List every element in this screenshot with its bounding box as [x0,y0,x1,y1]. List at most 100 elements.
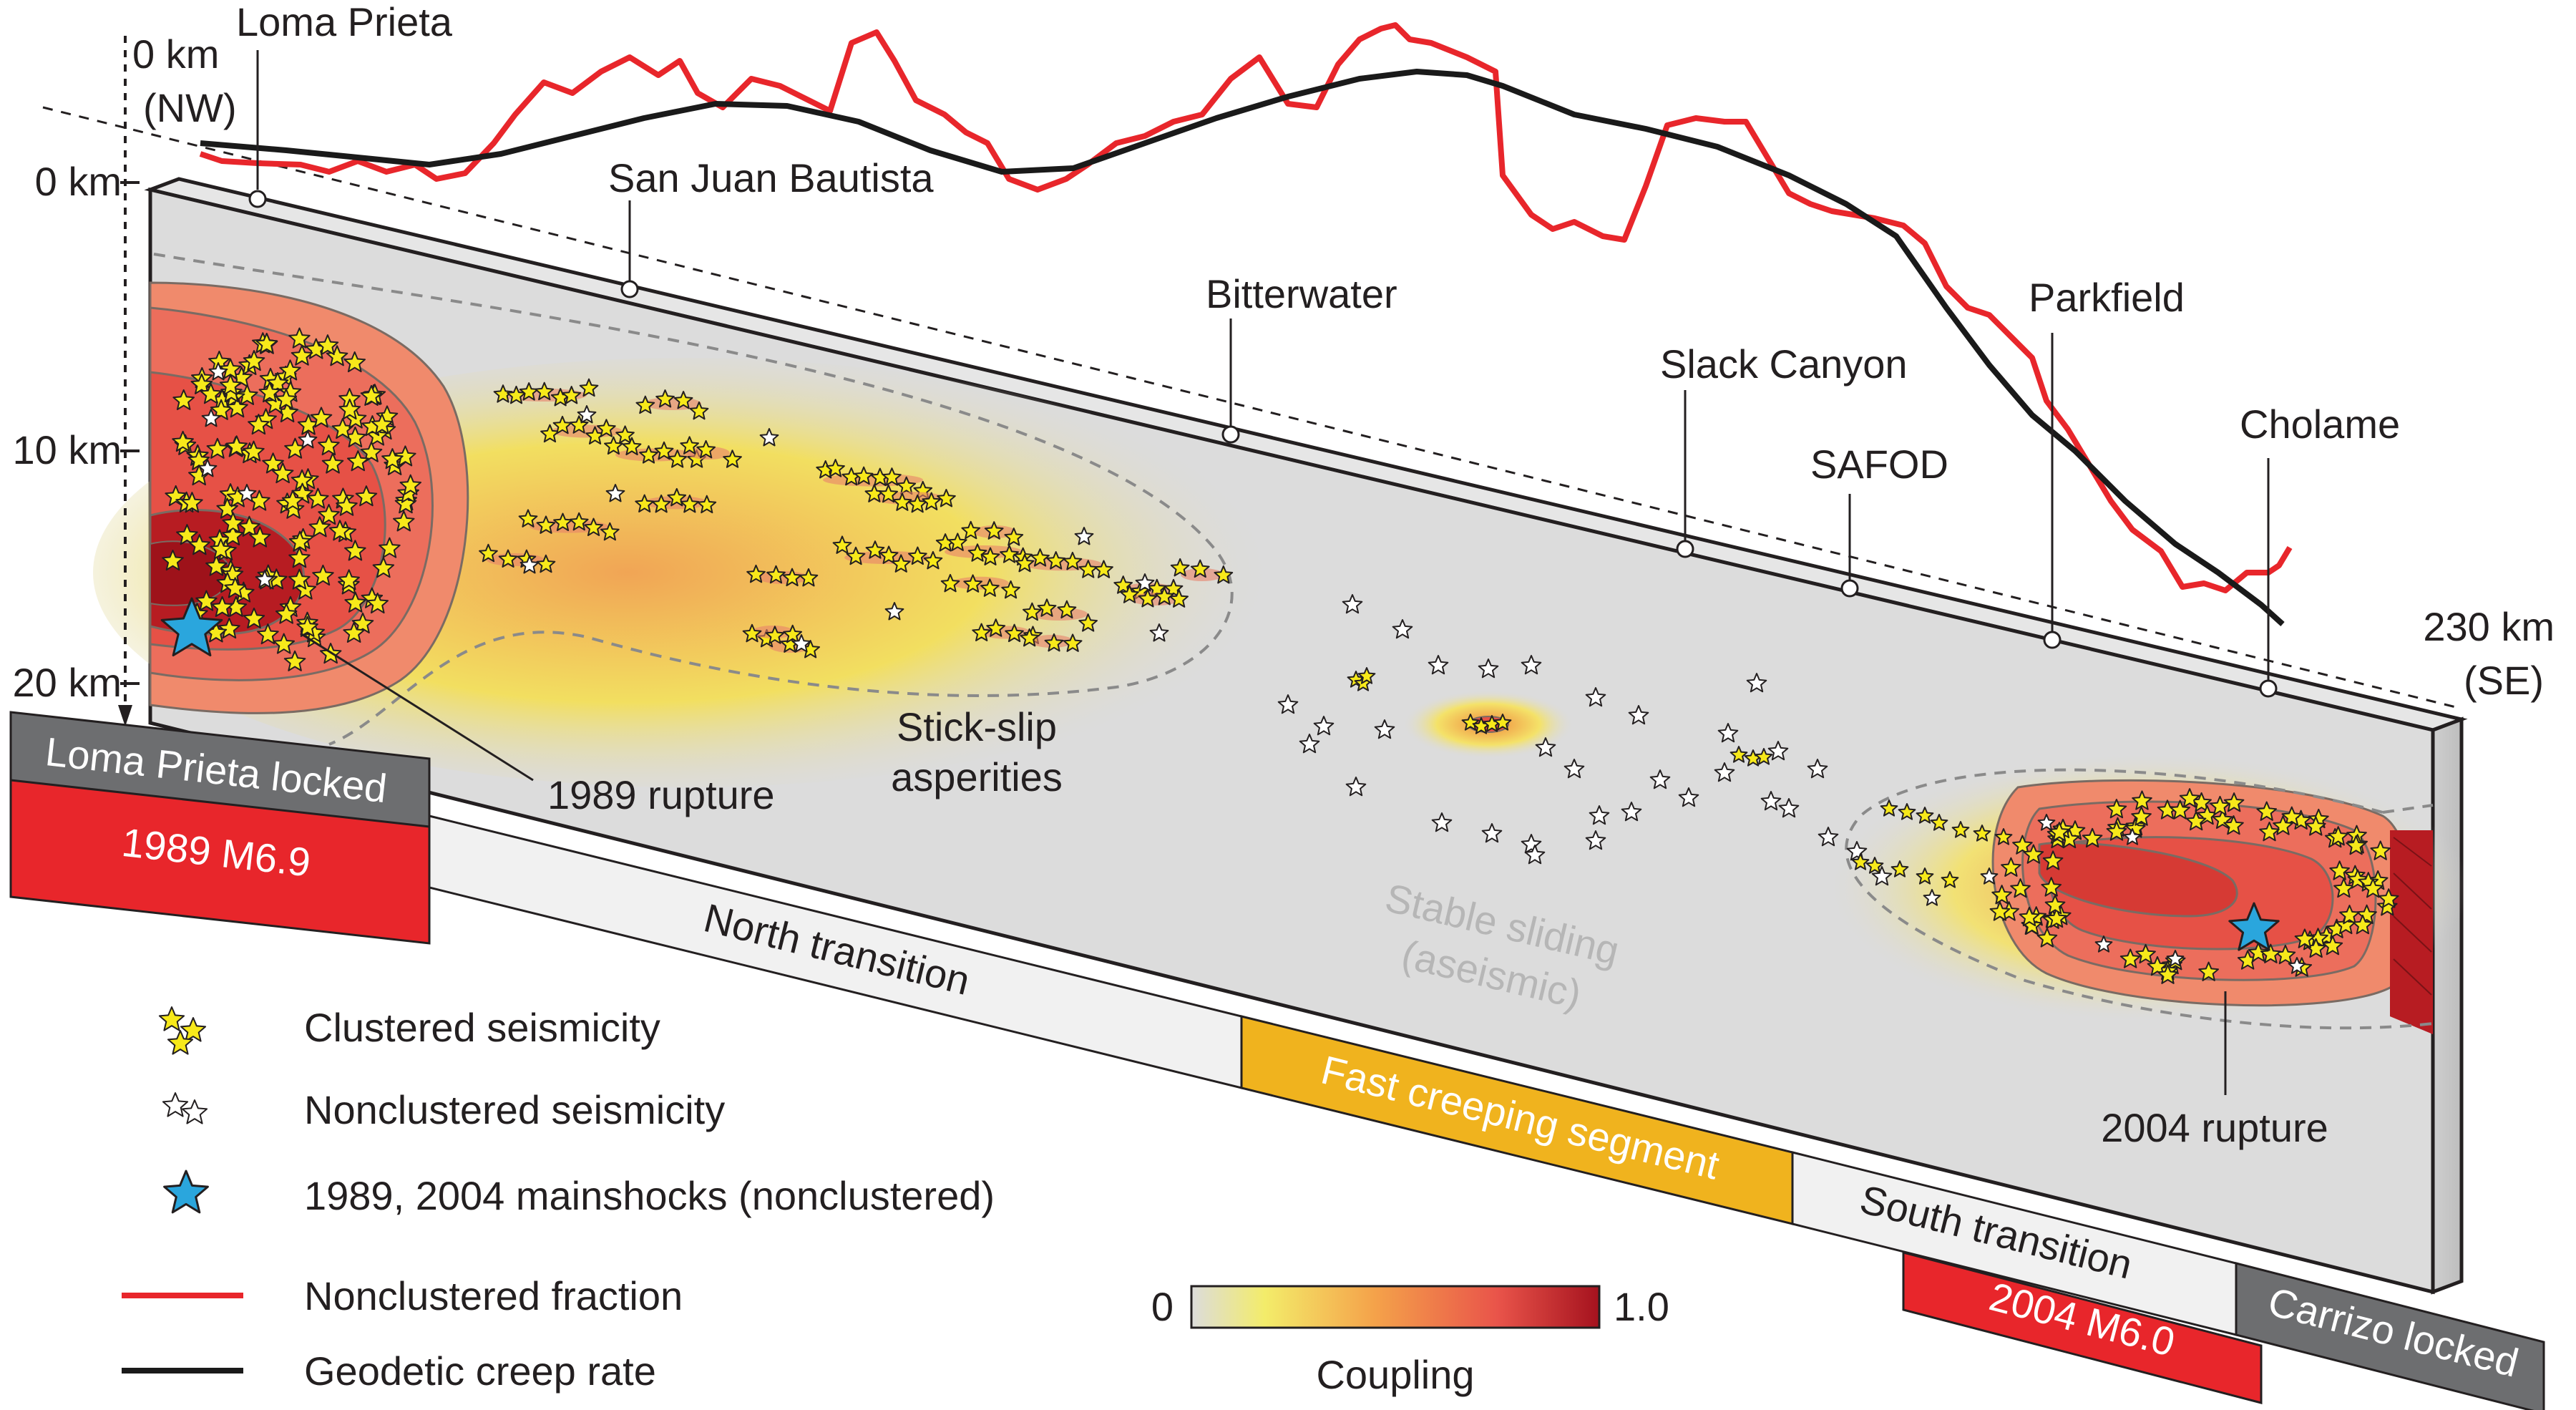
clustered-quake-star-icon [668,449,687,468]
clustered-quake-star-icon [680,436,699,454]
clustered-quake-star-icon [291,344,313,366]
clustered-quake-star-icon [318,504,340,525]
clustered-quake-star-icon [854,466,874,485]
station-san-juan-bautista: San Juan Bautista [608,155,934,298]
clustered-quake-star-icon [1214,565,1234,584]
clustered-quake-star-icon [316,334,339,356]
clustered-quake-star-icon [1493,714,1512,731]
clustered-quake-star-icon [879,545,899,564]
nonclustered-quake-star-icon [577,405,597,424]
clustered-quake-star-icon [2210,795,2230,816]
clustered-quake-star-icon [321,452,344,474]
clustered-quake-star-icon [2322,935,2343,956]
clustered-quake-star-icon [2001,857,2021,877]
colorbar-max-label: 1.0 [1614,1284,1669,1329]
clustered-quake-star-icon [972,623,991,641]
clustered-quake-star-icon [206,437,229,459]
clustered-quake-star-icon [1755,748,1773,765]
clustered-quake-star-icon [1898,803,1916,820]
clustered-quake-star-icon [2223,792,2245,812]
clustered-quake-star-icon [282,497,305,519]
clustered-quake-star-icon [937,489,956,507]
legend-label: Nonclustered fraction [304,1273,683,1318]
nonclustered-quake-star-icon [208,362,228,381]
nonclustered-quake-star-icon [1589,805,1610,825]
mainshock-1989-star-icon [160,597,223,657]
nonclustered-quake-star-icon [791,634,811,653]
clustered-quake-star-icon [622,437,642,456]
profile-start-km: 0 km [132,31,219,77]
clustered-quake-star-icon [2041,877,2062,897]
segment-m1989 [9,779,431,945]
nonclustered-quake-star-icon [1714,762,1735,782]
clustered-quake-star-icon [222,524,244,545]
segment-m2004 [1902,1251,2263,1404]
nonclustered-quake-star-icon [1585,830,1606,850]
clustered-quake-star-icon [225,435,248,457]
nonclustered-quake-star-icon [1135,573,1155,592]
clustered-quake-star-icon [328,520,351,541]
nonclustered-star-icon [162,1092,189,1117]
clustered-quake-star-icon [1880,799,1898,817]
nonclustered-quake-star-icon [1923,889,1941,906]
clustered-quake-star-icon [2198,961,2219,981]
depth-tick-0: 0 km [35,159,122,204]
nonclustered-quake-star-icon [1563,759,1585,779]
clustered-quake-star-icon [2378,888,2399,908]
station-cholame: Cholame [2240,402,2400,698]
nonclustered-quake-star-icon [1277,694,1299,714]
clustered-quake-star-icon [344,591,366,613]
clustered-quake-star-icon [372,557,395,578]
clustered-quake-star-icon [2248,942,2269,962]
rupture-2004-label: 2004 rupture [2101,1105,2328,1150]
mainshock-star-icon [163,1170,209,1214]
clustered-quake-star-icon [2260,943,2281,963]
clustered-quake-star-icon [1023,602,1042,621]
nonclustered-quake-star-icon [1431,812,1453,832]
clustered-quake-star-icon [2132,790,2152,810]
clustered-quake-star-icon [2019,906,2040,927]
clustered-quake-star-icon [181,492,203,513]
clustered-quake-star-icon [394,445,416,467]
mainshock-2004-star-icon [2228,902,2280,951]
clustered-quake-star-icon [172,389,195,410]
clustered-quake-star-icon [553,512,572,531]
nonclustered-quake-star-icon [2094,935,2113,953]
clustered-quake-star-icon [615,425,635,444]
clustered-quake-star-icon [308,516,331,538]
clustered-quake-star-icon [195,590,218,611]
depth-tick-10: 10 km [13,427,122,472]
clustered-quake-star-icon [689,401,709,420]
clustered-quake-star-icon [275,388,298,409]
fault-block-end-face [2431,716,2464,1295]
clustered-quake-star-icon [351,612,374,633]
nonclustered-quake-star-icon [519,555,540,574]
legend-label: Clustered seismicity [304,1005,660,1050]
clustered-quake-star-icon [1078,613,1098,632]
clustered-quake-star-icon [1046,551,1066,570]
clustered-quake-star-icon [188,534,210,555]
legend-item-clustered: Clustered seismicity [158,1005,660,1055]
clustered-quake-star-icon [600,522,620,541]
station-safod: SAFOD [1810,442,1948,598]
profile-end-dir: (SE) [2464,658,2544,703]
clustered-quake-star-icon [1120,585,1139,603]
station-bitterwater: Bitterwater [1206,271,1397,444]
clustered-quake-star-icon [1037,598,1057,617]
clustered-quake-star-icon [218,618,240,639]
legend-label: Nonclustered seismicity [304,1087,725,1132]
clustered-quake-star-icon [210,538,232,560]
clustered-quake-star-icon [262,452,284,474]
clustered-quake-star-icon [211,595,233,617]
clustered-quake-star-icon [288,530,311,552]
nonclustered-quake-star-icon [1778,798,1800,818]
legend-item-geodetic-creep: Geodetic creep rate [122,1348,656,1394]
asperities-label-line2: asperities [891,754,1063,799]
clustered-quake-star-icon [238,515,260,537]
profile-end-km: 230 km [2423,604,2555,649]
clustered-quake-star-icon [2256,801,2277,821]
clustered-quake-star-icon [338,569,360,590]
clustered-quake-star-icon [1063,551,1083,570]
clustered-quake-star-icon [783,624,802,643]
